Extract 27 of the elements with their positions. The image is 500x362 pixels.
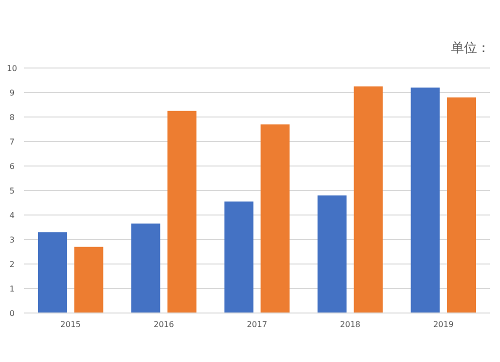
bar — [354, 86, 383, 313]
bar — [131, 224, 160, 313]
text: 单位： — [451, 41, 490, 56]
y-tick-label: 8 — [9, 112, 15, 122]
bar — [38, 232, 67, 313]
bar — [224, 202, 254, 313]
bar — [167, 110, 196, 313]
y-tick-label: 1 — [9, 284, 15, 294]
y-tick-label: 0 — [9, 308, 15, 318]
y-tick-label: 10 — [6, 64, 18, 73]
y-tick-label: 2 — [9, 260, 15, 269]
x-tick-label: 2017 — [246, 320, 268, 329]
bar — [260, 124, 290, 313]
bar — [318, 195, 347, 313]
bar — [74, 246, 104, 313]
y-tick-label: 7 — [9, 137, 15, 146]
x-tick-label: 2016 — [154, 320, 174, 329]
y-tick-label: 4 — [9, 210, 15, 220]
y-tick-label: 9 — [9, 88, 15, 98]
bar — [410, 88, 440, 313]
bar — [447, 97, 476, 313]
x-tick-label: 2019 — [433, 320, 454, 329]
y-tick-label: 5 — [9, 186, 15, 196]
x-tick-label: 2015 — [60, 320, 81, 329]
y-tick-label: 3 — [9, 235, 15, 244]
x-tick-label: 2018 — [340, 320, 360, 329]
y-tick-label: 6 — [9, 162, 15, 171]
